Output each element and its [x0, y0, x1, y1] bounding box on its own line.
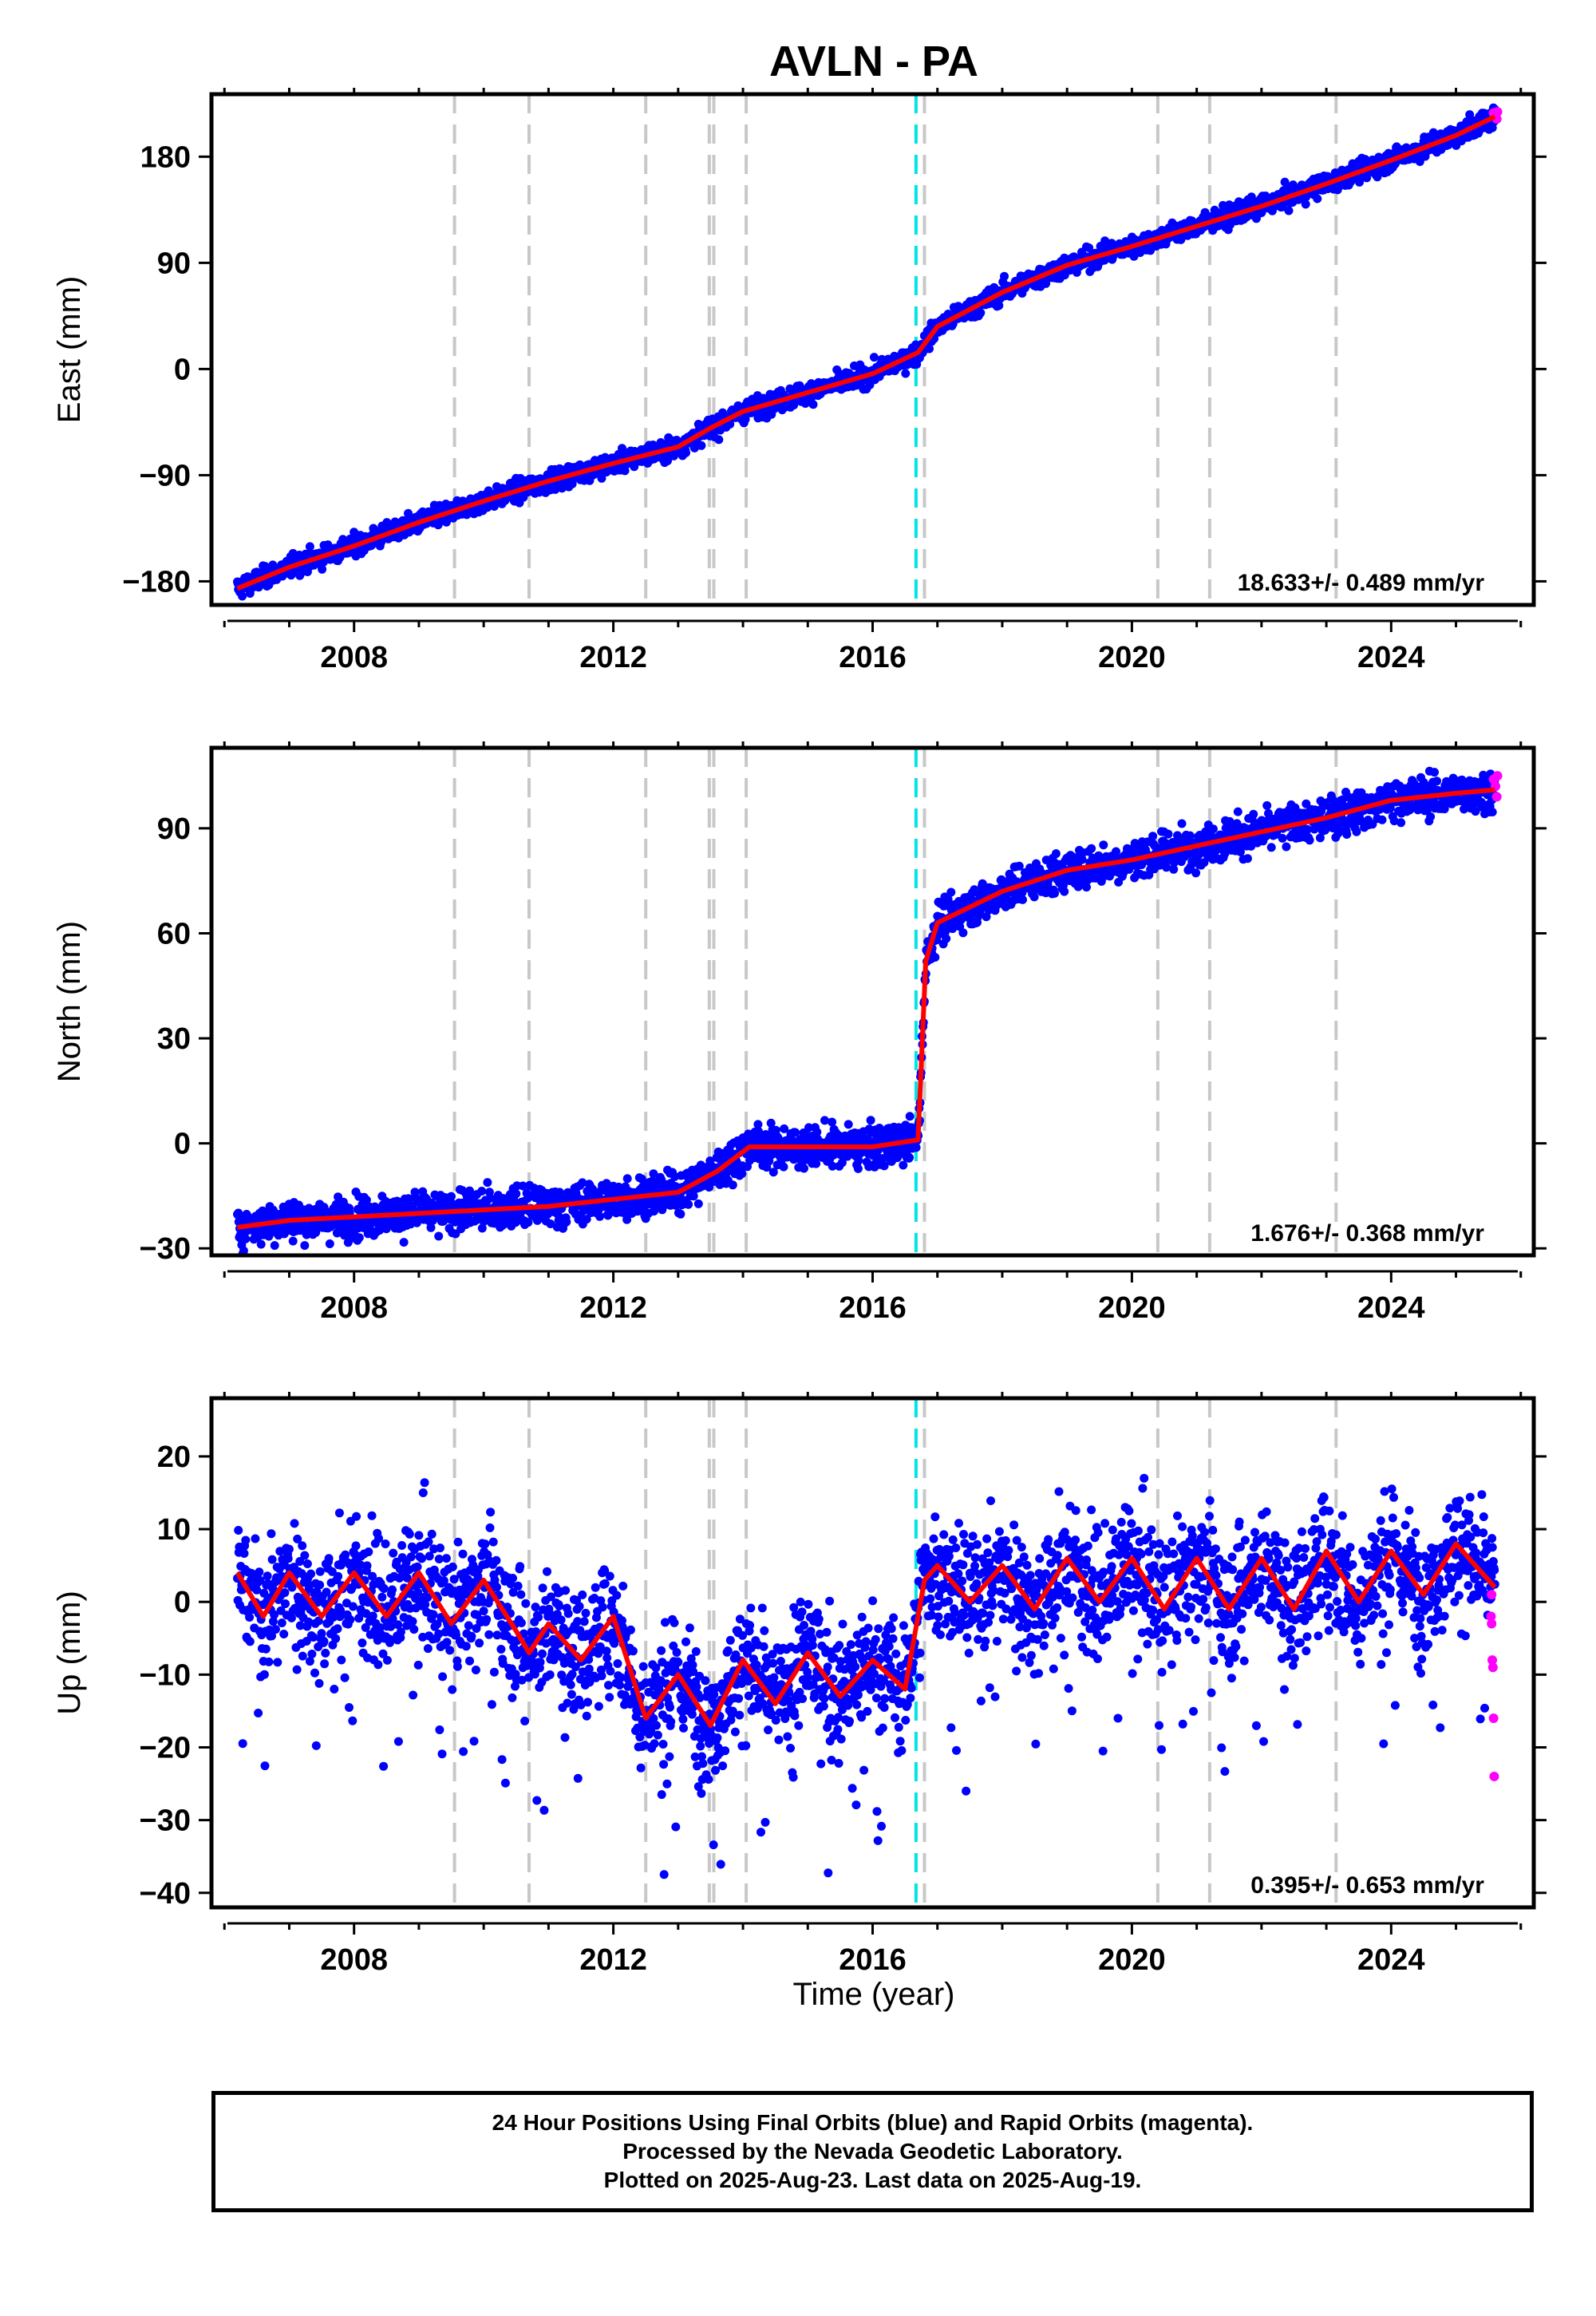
- x-tick-label: 2008: [320, 641, 388, 674]
- y-tick-label: 30: [157, 1022, 191, 1056]
- rapid-orbit-point: [1491, 792, 1502, 802]
- x-tick-label: 2020: [1098, 1943, 1166, 1977]
- up-rate-label: 0.395+/- 0.653 mm/yr: [1250, 1872, 1484, 1899]
- x-axis-label: Time (year): [793, 1977, 955, 2012]
- y-tick-label: 180: [140, 140, 191, 174]
- x-tick-label: 2012: [579, 1943, 647, 1977]
- x-tick-label: 2016: [839, 641, 907, 674]
- x-tick-label: 2024: [1357, 1291, 1425, 1325]
- up-panel: 2008 2012 2016 2020 2024 −40 −30 −20 −10 0 10 20 Up …: [52, 1392, 1547, 1977]
- up-y-axis-label: Up (mm): [52, 1591, 87, 1715]
- rapid-orbit-point: [1487, 1662, 1498, 1673]
- x-tick-label: 2016: [839, 1943, 907, 1977]
- y-tick-label: 90: [157, 812, 191, 846]
- rapid-orbit-point: [1487, 1655, 1498, 1666]
- x-tick-label: 2024: [1357, 641, 1425, 674]
- rapid-orbit-point: [1489, 1771, 1499, 1781]
- y-tick-label: −90: [140, 459, 191, 492]
- footer-line-3: Plotted on 2025-Aug-23. Last data on 202…: [603, 2168, 1142, 2192]
- x-tick-label: 2020: [1098, 1291, 1166, 1325]
- y-tick-label: −30: [140, 1804, 191, 1838]
- x-tick-label: 2016: [839, 1291, 907, 1325]
- x-tick-label: 2012: [579, 1291, 647, 1325]
- north-final-orbit-points: [233, 766, 1499, 1255]
- north-y-axis-label: North (mm): [52, 921, 87, 1082]
- footer-line-1: 24 Hour Positions Using Final Orbits (bl…: [492, 2110, 1254, 2135]
- footer-caption-box: 24 Hour Positions Using Final Orbits (bl…: [211, 2091, 1534, 2212]
- x-tick-label: 2012: [579, 641, 647, 674]
- north-panel: 2008 2012 2016 2020 2024 −30 0 30 60 90 North (mm)…: [52, 741, 1547, 1325]
- east-plot-area: [233, 94, 1503, 605]
- north-model-line: [237, 787, 1495, 1230]
- y-tick-label: 10: [157, 1513, 191, 1547]
- y-tick-label: −30: [140, 1232, 191, 1266]
- x-tick-label: 2008: [320, 1291, 388, 1325]
- y-tick-label: 90: [157, 247, 191, 280]
- x-tick-label: 2024: [1357, 1943, 1425, 1977]
- footer-line-2: Processed by the Nevada Geodetic Laborat…: [622, 2139, 1123, 2164]
- east-rate-label: 18.633+/- 0.489 mm/yr: [1238, 570, 1485, 596]
- rapid-orbit-point: [1488, 1713, 1499, 1724]
- north-rate-label: 1.676+/- 0.368 mm/yr: [1250, 1220, 1484, 1247]
- y-tick-label: −180: [122, 565, 191, 599]
- y-tick-label: 0: [174, 1586, 191, 1619]
- east-panel: 2008 2012 2016 2020 2024 −180 −90 0 90 180 East (m…: [52, 88, 1547, 674]
- y-tick-label: 0: [174, 1128, 191, 1161]
- chart-title: AVLN - PA: [769, 38, 978, 85]
- y-tick-label: −40: [140, 1877, 191, 1911]
- up-plot-area: [233, 1398, 1499, 1907]
- up-model-line: [235, 1541, 1497, 1729]
- rapid-orbit-point: [1492, 107, 1503, 117]
- north-plot-area: [233, 748, 1503, 1255]
- y-tick-label: −10: [140, 1658, 191, 1692]
- east-model-line: [236, 114, 1496, 591]
- up-final-orbit-points: [233, 1473, 1499, 1879]
- east-y-axis-label: East (mm): [52, 276, 87, 423]
- x-tick-label: 2008: [320, 1943, 388, 1977]
- y-tick-label: −20: [140, 1731, 191, 1765]
- y-tick-label: 60: [157, 917, 191, 951]
- rapid-orbit-point: [1487, 1618, 1497, 1629]
- rapid-orbit-point: [1486, 1611, 1496, 1622]
- y-tick-label: 20: [157, 1441, 191, 1474]
- east-final-orbit-points: [233, 103, 1499, 601]
- y-tick-label: 0: [174, 353, 191, 386]
- x-tick-label: 2020: [1098, 641, 1166, 674]
- rapid-orbit-point: [1492, 771, 1503, 781]
- rapid-orbit-point: [1487, 1590, 1497, 1600]
